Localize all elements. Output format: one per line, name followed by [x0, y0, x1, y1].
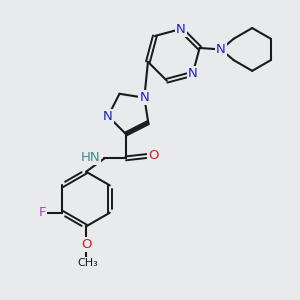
Text: O: O — [148, 149, 158, 163]
Text: N: N — [176, 22, 186, 36]
Text: N: N — [188, 67, 198, 80]
Text: N: N — [103, 110, 113, 123]
Text: N: N — [140, 91, 149, 104]
Text: O: O — [81, 238, 91, 251]
Text: HN: HN — [80, 151, 100, 164]
Text: F: F — [38, 206, 46, 219]
Text: CH₃: CH₃ — [77, 258, 98, 268]
Text: N: N — [216, 43, 226, 56]
